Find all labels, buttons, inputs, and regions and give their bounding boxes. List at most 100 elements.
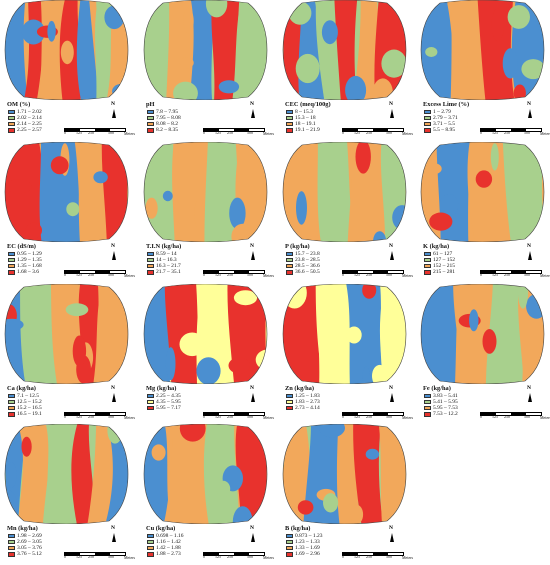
legend-label: 2.73 – 4.14 (295, 405, 320, 412)
legend-label: 7.8 – 7.95 (156, 108, 178, 115)
legend-label: 1.16 – 1.42 (156, 538, 181, 545)
scale-tick-label: 500 (524, 414, 530, 419)
north-arrow-icon: N (110, 101, 118, 120)
north-label: N (389, 243, 393, 249)
legend-item: 2.14 – 2.25 (8, 121, 87, 127)
scale-unit: Meters (540, 131, 550, 136)
legend-label: 1.71 – 2.02 (17, 108, 42, 115)
legend-item: 7.95 – 8.08 (147, 115, 226, 121)
scale-tick-label: 250 (88, 130, 94, 135)
legend-item: 127 – 152 (424, 257, 503, 263)
map-panel: Excess Lime (%) 1 – 2.79 2.79 – 3.71 3.71 –… (416, 0, 550, 140)
legend-item: 1.33 – 1.69 (286, 545, 365, 551)
scale-tick-label: 0 (342, 554, 344, 559)
legend-label: 1.33 – 1.69 (295, 545, 320, 552)
scale-tick-label: 0 (203, 414, 205, 419)
north-arrow-icon: N (110, 385, 118, 404)
scale-bar: 0 125 250 500 Meters (203, 412, 274, 424)
legend-item: 1.25 – 1.83 (286, 393, 365, 399)
north-arrow-icon: N (249, 101, 257, 120)
north-arrow-icon: N (249, 385, 257, 404)
legend-item: 21.7 – 35.1 (147, 269, 226, 275)
legend-item: 5.41 – 5.95 (424, 399, 503, 405)
legend-label: 152 – 215 (433, 263, 455, 270)
spatial-map (4, 424, 129, 524)
north-arrow-icon: N (388, 101, 396, 120)
map-legend: Cu (kg/ha) 0.698 – 1.16 1.16 – 1.42 1.42 – … (146, 525, 226, 558)
scale-tick-label: 125 (492, 272, 498, 277)
legend-title: T.I.N (kg/ha) (146, 243, 182, 250)
legend-item: 2.02 – 2.14 (8, 115, 87, 121)
north-arrow-icon: N (388, 243, 396, 262)
legend-label: 61 – 127 (433, 250, 453, 257)
scale-tick-label: 250 (366, 554, 372, 559)
scale-tick-label: 500 (108, 554, 114, 559)
map-panel: K (kg/ha) 61 – 127 127 – 152 152 – 215 215 –… (416, 142, 550, 282)
legend-label: 36.6 – 50.5 (295, 269, 320, 276)
legend-swatch (8, 393, 15, 398)
legend-label: 2.25 – 4.35 (156, 392, 181, 399)
legend-item: 7.53 – 12.2 (424, 411, 503, 417)
legend-label: 5.5 – 8.95 (433, 127, 455, 134)
scale-tick-label: 125 (492, 414, 498, 419)
spatial-map (4, 284, 129, 384)
scale-unit: Meters (124, 415, 136, 420)
north-label: N (389, 525, 393, 531)
legend-title: Mn (kg/ha) (7, 525, 38, 532)
legend-swatch (147, 122, 154, 127)
legend-swatch (286, 533, 293, 538)
scale-tick-label: 125 (354, 130, 360, 135)
legend-label: 1.68 – 3.6 (17, 269, 39, 276)
legend-swatch (424, 257, 431, 263)
legend-item: 2.25 – 4.35 (147, 393, 226, 399)
map-panel: P (kg/ha) 15.7 – 23.8 23.8 – 28.5 28.5 – 36… (278, 142, 413, 282)
scale-bar: 0 125 250 500 Meters (203, 552, 274, 564)
legend-item: 2.73 – 4.14 (286, 405, 365, 411)
scale-tick-label: 500 (386, 554, 392, 559)
scale-tick-label: 125 (354, 414, 360, 419)
legend-swatch (147, 546, 154, 551)
legend-title: Cu (kg/ha) (146, 525, 176, 532)
legend-item: 61 – 127 (424, 251, 503, 257)
legend-item: 19.1 – 21.9 (286, 127, 365, 133)
scale-tick-label: 0 (480, 272, 482, 277)
legend-item: 0.95 – 1.29 (8, 251, 87, 257)
legend-title: Zn (kg/ha) (285, 385, 314, 392)
scale-tick-label: 500 (524, 272, 530, 277)
legend-label: 3.83 – 5.41 (433, 392, 458, 399)
legend-label: 4.35 – 5.95 (156, 398, 181, 405)
scale-tick-label: 125 (215, 414, 221, 419)
spatial-map (143, 142, 268, 242)
legend-label: 21.7 – 35.1 (156, 269, 181, 276)
legend-item: 1.83 – 2.73 (286, 399, 365, 405)
legend-item: 14 – 16.3 (147, 257, 226, 263)
scale-tick-label: 125 (215, 554, 221, 559)
map-panel: Mg (kg/ha) 2.25 – 4.35 4.35 – 5.95 5.95 – 7… (139, 284, 274, 424)
scale-unit: Meters (402, 131, 414, 136)
map-legend: Zn (kg/ha) 1.25 – 1.83 1.83 – 2.73 2.73 – 4… (285, 385, 365, 411)
scale-bar: 0 125 250 500 Meters (342, 270, 413, 282)
north-arrow-icon: N (526, 101, 534, 120)
spatial-map (420, 142, 545, 242)
map-legend: Mg (kg/ha) 2.25 – 4.35 4.35 – 5.95 5.95 – 7… (146, 385, 226, 411)
legend-label: 15.7 – 23.8 (295, 250, 320, 257)
scale-tick-label: 125 (354, 272, 360, 277)
legend-swatch (147, 539, 154, 545)
scale-unit: Meters (402, 273, 414, 278)
legend-swatch (424, 128, 431, 133)
scale-tick-label: 0 (64, 130, 66, 135)
scale-tick-label: 500 (386, 272, 392, 277)
legend-label: 1.35 – 1.68 (17, 263, 42, 270)
north-arrow-icon: N (110, 243, 118, 262)
legend-label: 127 – 152 (433, 256, 455, 263)
scale-tick-label: 500 (247, 414, 253, 419)
north-label: N (250, 243, 254, 249)
map-legend: T.I.N (kg/ha) 8.59 – 14 14 – 16.3 16.3 – 21… (146, 243, 226, 276)
legend-item: 3.05 – 3.76 (8, 545, 87, 551)
scale-tick-label: 250 (88, 272, 94, 277)
legend-item: 3.83 – 5.41 (424, 393, 503, 399)
legend-swatch (8, 128, 15, 133)
north-arrow-icon: N (388, 385, 396, 404)
legend-title: K (kg/ha) (423, 243, 450, 250)
legend-swatch (424, 270, 431, 275)
